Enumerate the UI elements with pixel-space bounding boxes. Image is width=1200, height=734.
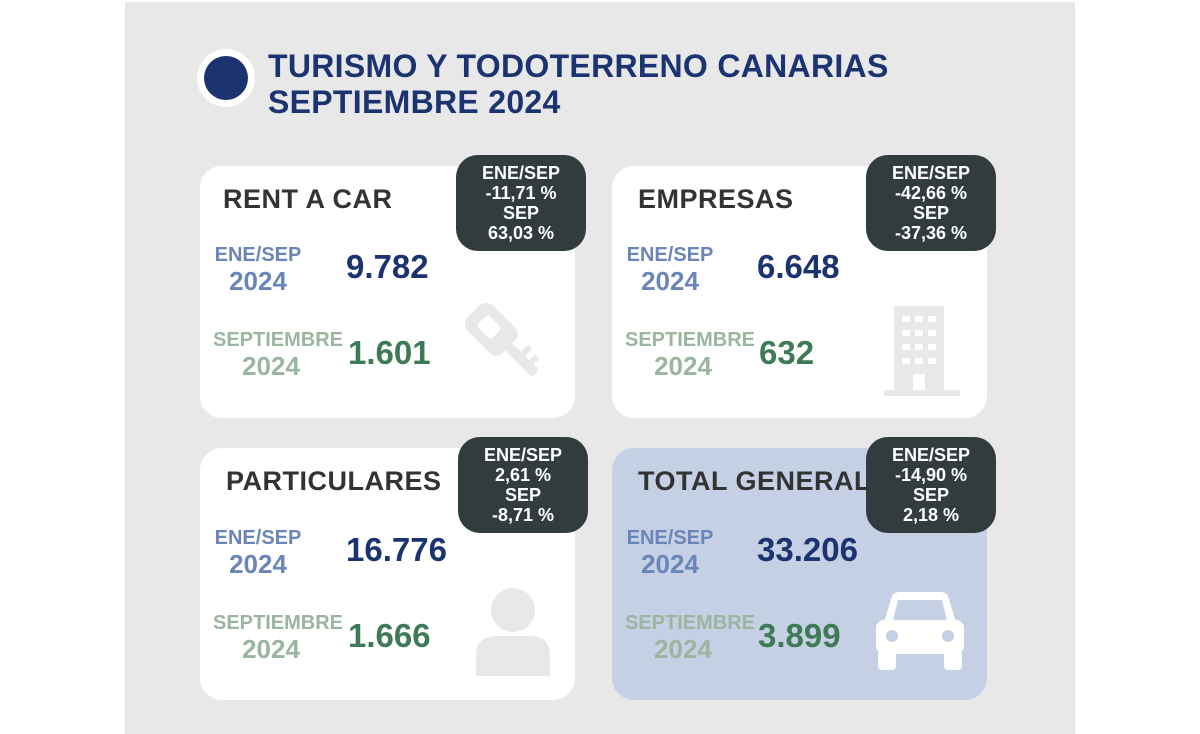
month-label: SEPTIEMBRE 2024	[213, 612, 344, 664]
car-icon	[876, 592, 964, 670]
month-label: SEPTIEMBRE 2024	[213, 329, 344, 381]
ytd-value: 6.648	[757, 248, 840, 285]
card-title: TOTAL GENERAL	[638, 466, 872, 496]
person-icon	[476, 588, 550, 676]
card-title: EMPRESAS	[638, 184, 794, 214]
month-label: SEPTIEMBRE 2024	[625, 329, 756, 381]
ytd-label: ENE/SEP 2024	[214, 244, 302, 296]
ytd-label: ENE/SEP 2024	[214, 527, 302, 579]
month-value: 632	[759, 334, 815, 371]
ytd-label: ENE/SEP 2024	[626, 244, 714, 296]
page-title: TURISMO Y TODOTERRENO CANARIAS SEPTIEMBR…	[268, 48, 889, 120]
month-value: 1.666	[348, 617, 431, 654]
ytd-value: 9.782	[346, 248, 429, 285]
change-badge: ENE/SEP -11,71 % SEP 63,03 %	[456, 155, 586, 251]
office-building-icon	[884, 306, 960, 396]
card-title: PARTICULARES	[226, 466, 442, 496]
ytd-label: ENE/SEP 2024	[626, 527, 714, 579]
car-key-icon	[464, 302, 540, 376]
card-title: RENT A CAR	[223, 184, 393, 214]
change-badge: ENE/SEP 2,61 % SEP -8,71 %	[458, 437, 588, 533]
ytd-value: 16.776	[346, 531, 447, 568]
change-badge: ENE/SEP -14,90 % SEP 2,18 %	[866, 437, 996, 533]
ytd-value: 33.206	[757, 531, 858, 568]
month-label: SEPTIEMBRE 2024	[625, 612, 756, 664]
title-line-1: TURISMO Y TODOTERRENO CANARIAS	[268, 48, 889, 84]
month-value: 1.601	[348, 334, 431, 371]
change-badge: ENE/SEP -42,66 % SEP -37,36 %	[866, 155, 996, 251]
title-bullet-icon	[197, 49, 255, 107]
title-line-2: SEPTIEMBRE 2024	[268, 84, 561, 120]
month-value: 3.899	[758, 617, 841, 654]
